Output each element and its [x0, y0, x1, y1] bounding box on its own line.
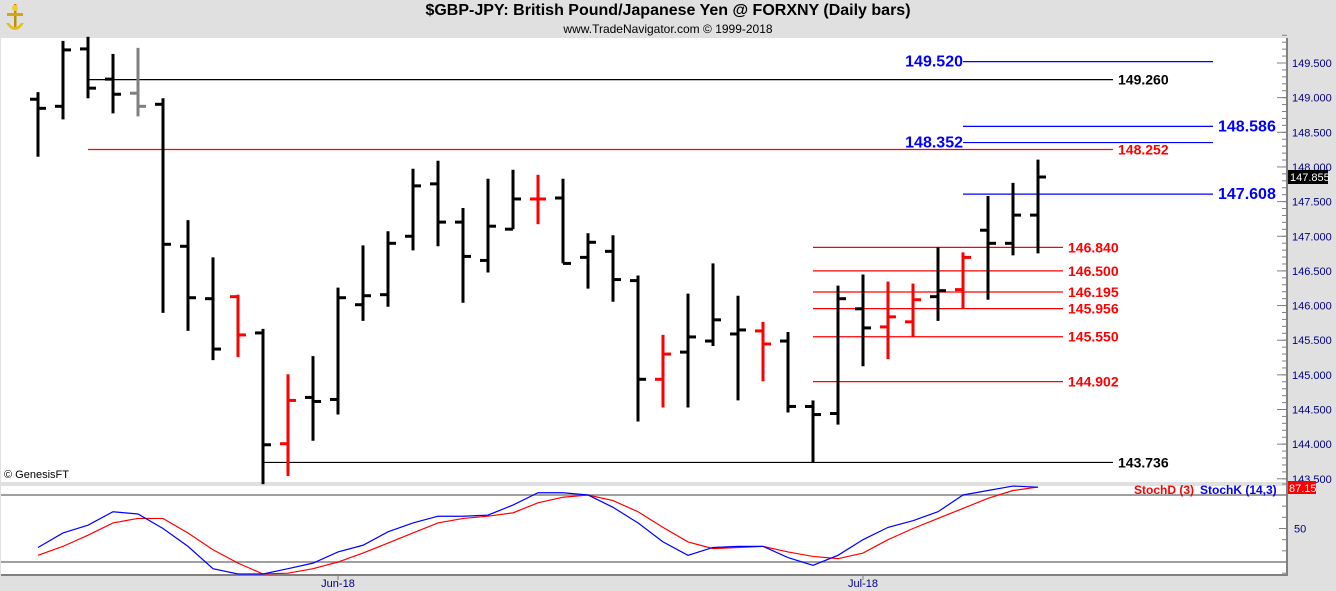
- stochastic-lines: 50 87.15: [37, 481, 1317, 575]
- ohlc-bar: [280, 374, 296, 476]
- level-label: 148.352: [905, 135, 963, 152]
- ohlc-bar: [55, 40, 71, 120]
- ohlc-bar: [355, 245, 371, 321]
- x-tick-label: Jul-18: [848, 578, 878, 590]
- stochastic-panel: [1, 486, 1287, 574]
- ohlc-bar: [305, 356, 321, 441]
- ohlc-bar: [730, 295, 746, 401]
- ohlc-bar: [880, 281, 896, 360]
- ohlc-bar: [755, 321, 771, 382]
- ohlc-bar: [505, 169, 521, 231]
- level-label: 146.500: [1068, 263, 1119, 279]
- ohlc-bar: [180, 220, 196, 331]
- ohlc-bar: [105, 53, 121, 114]
- y-tick-label: 145.000: [1292, 370, 1332, 382]
- level-label: 148.252: [1118, 141, 1169, 157]
- ohlc-bar: [705, 263, 721, 347]
- level-label: 143.736: [1118, 454, 1169, 470]
- ohlc-bar: [155, 98, 171, 313]
- level-label: 146.195: [1068, 284, 1119, 300]
- ohlc-bar: [805, 400, 821, 463]
- ohlc-bar: [30, 92, 46, 157]
- ohlc-bar: [830, 285, 846, 425]
- ohlc-bar: [330, 287, 346, 415]
- ohlc-bar: [655, 334, 671, 408]
- level-label: 149.260: [1118, 72, 1169, 88]
- y-tick-label: 148.500: [1292, 127, 1332, 139]
- y-tick-label: 146.000: [1292, 301, 1332, 313]
- stochd-line: [37, 486, 1039, 575]
- ohlc-bar: [680, 293, 696, 408]
- ohlc-bar: [130, 47, 146, 117]
- axis-background: [1288, 38, 1336, 591]
- ohlc-bar: [1005, 182, 1021, 256]
- ohlc-bar: [530, 174, 546, 225]
- y-tick-label: 149.000: [1292, 93, 1332, 105]
- legend-stochd: StochD (3): [1134, 483, 1194, 497]
- gold-ship-wheel-logo-icon: [6, 4, 24, 30]
- level-lines: 149.520 149.260 148.586 148.352 148.252 147.6…: [88, 54, 1276, 470]
- last-price-tag: [1288, 169, 1328, 184]
- y-tick-label: 147.000: [1292, 231, 1332, 243]
- ohlc-bar: [430, 160, 446, 247]
- price-axis: 149.500149.000148.500148.000147.500147.0…: [1277, 34, 1336, 591]
- ohlc-bar: [905, 283, 921, 337]
- price-bars: [30, 36, 1046, 485]
- price-panel: [1, 38, 1287, 482]
- stochk-line: [37, 485, 1039, 575]
- chart-subtitle: www.TradeNavigator.com © 1999-2018: [563, 22, 773, 36]
- ohlc-bar: [555, 178, 571, 265]
- stoch-last-value-tag: [1288, 481, 1316, 494]
- level-label: 148.586: [1218, 118, 1276, 135]
- y-tick-label: 147.500: [1292, 197, 1332, 209]
- level-label: 146.840: [1068, 239, 1119, 255]
- ohlc-bar: [605, 235, 621, 302]
- y-tick-label: 144.500: [1292, 405, 1332, 417]
- stoch-last-value: 87.15: [1289, 483, 1317, 495]
- ohlc-bar: [380, 231, 396, 307]
- ohlc-bar: [255, 328, 271, 485]
- watermark: © GenesisFT: [4, 469, 69, 481]
- y-tick-label: 144.000: [1292, 439, 1332, 451]
- chart-header: $GBP-JPY: British Pound/Japanese Yen @ F…: [0, 0, 1336, 38]
- level-label: 145.956: [1068, 301, 1119, 317]
- y-tick-label: 146.500: [1292, 266, 1332, 278]
- ohlc-bar: [230, 294, 246, 358]
- legend-stochk: StochK (14,3): [1200, 483, 1277, 497]
- x-tick-label: Jun-18: [321, 578, 355, 590]
- level-label: 149.520: [905, 54, 963, 71]
- ohlc-bar: [630, 275, 646, 422]
- ohlc-bar: [455, 208, 471, 303]
- y-tick-label: 145.500: [1292, 335, 1332, 347]
- chart-title: $GBP-JPY: British Pound/Japanese Yen @ F…: [425, 2, 911, 19]
- ohlc-bar: [480, 178, 496, 273]
- ohlc-bar: [980, 195, 996, 300]
- ohlc-bar: [205, 257, 221, 361]
- level-label: 147.608: [1218, 186, 1276, 203]
- ohlc-bar: [1030, 159, 1046, 254]
- ohlc-bar: [405, 168, 421, 251]
- date-axis: Jun-18 Jul-18: [321, 575, 878, 590]
- ohlc-bar: [580, 233, 596, 289]
- level-label: 144.902: [1068, 374, 1119, 390]
- stoch-tick-label: 50: [1294, 524, 1306, 536]
- ohlc-bar: [955, 252, 971, 309]
- last-price-label: 147.855: [1290, 172, 1330, 184]
- ohlc-bar: [930, 247, 946, 321]
- y-tick-label: 149.500: [1292, 58, 1332, 70]
- level-label: 145.550: [1068, 329, 1119, 345]
- ohlc-bar: [80, 36, 96, 99]
- ohlc-bar: [780, 331, 796, 413]
- ohlc-bar: [855, 274, 871, 367]
